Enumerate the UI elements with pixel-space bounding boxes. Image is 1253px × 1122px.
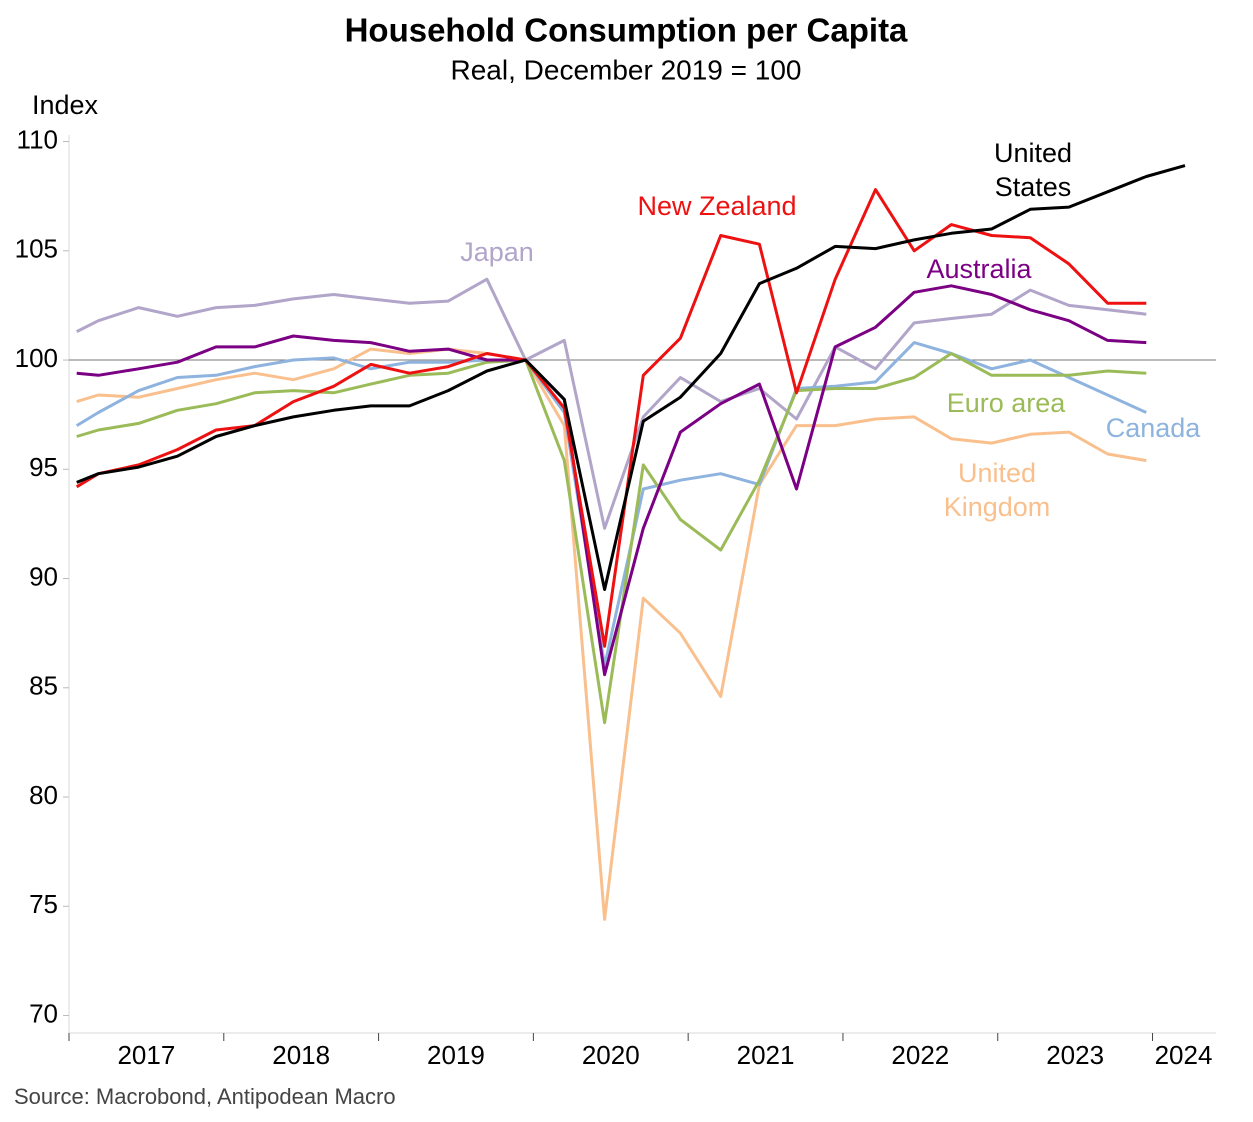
x-tick-label: 2021 (737, 1040, 795, 1070)
series-label: United States (994, 138, 1072, 202)
series-line (76, 347, 1147, 921)
y-tick-label: 70 (29, 998, 58, 1028)
y-tick-label: 100 (15, 343, 58, 373)
x-tick-label: 2018 (272, 1040, 330, 1070)
y-tick-label: 85 (29, 671, 58, 701)
series-label: United Kingdom (944, 458, 1051, 522)
y-tick-label: 75 (29, 889, 58, 919)
series-label: Canada (1106, 413, 1202, 443)
x-tick-label: 2023 (1046, 1040, 1104, 1070)
series-label: Euro area (947, 388, 1067, 418)
y-tick-label: 110 (17, 124, 58, 154)
y-tick-label: 95 (29, 452, 58, 482)
x-tick-label: 2024 (1155, 1040, 1213, 1070)
series-label: New Zealand (637, 191, 796, 221)
y-axis-label: Index (32, 90, 99, 120)
series-label: Australia (926, 254, 1032, 284)
chart-subtitle: Real, December 2019 = 100 (451, 54, 802, 85)
x-tick-label: 2022 (891, 1040, 949, 1070)
x-tick-label: 2017 (117, 1040, 175, 1070)
series-line (76, 284, 1147, 677)
x-tick-label: 2019 (427, 1040, 485, 1070)
series-line (76, 352, 1147, 725)
y-tick-label: 105 (15, 234, 58, 264)
series-line (76, 277, 1147, 530)
series-line (76, 164, 1186, 591)
series-line (75, 188, 1147, 648)
chart-title: Household Consumption per Capita (345, 12, 908, 49)
y-tick-label: 80 (29, 780, 58, 810)
source-note: Source: Macrobond, Antipodean Macro (14, 1084, 396, 1109)
series-label: Japan (460, 237, 534, 267)
x-tick-label: 2020 (582, 1040, 640, 1070)
y-tick-label: 90 (29, 561, 58, 591)
